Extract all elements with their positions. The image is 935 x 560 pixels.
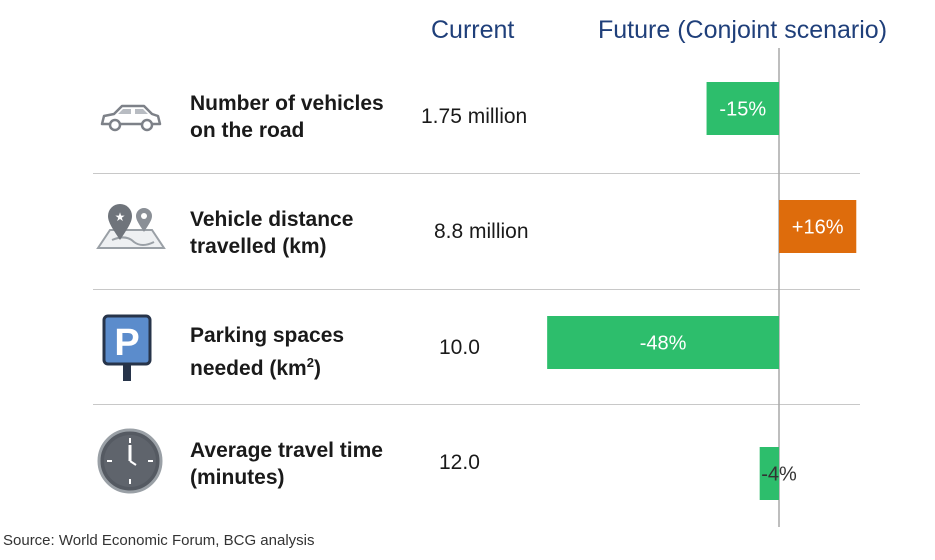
bar-data-label: -15% [719,99,766,121]
row-distance: ★ Vehicle distance travelled (km) 8.8 mi… [0,174,935,289]
bar [759,447,779,500]
label-text: needed (km [190,357,307,380]
parking-sign-icon: P [102,314,152,381]
row-divider [93,289,860,290]
row-travel-time: Average travel time (minutes) 12.0 [0,405,935,520]
bar [706,82,779,135]
row-divider [93,173,860,174]
svg-text:★: ★ [115,210,126,224]
current-value: 12.0 [439,451,480,474]
current-value: 8.8 million [434,220,529,243]
current-value: 1.75 million [421,105,528,128]
label-superscript: 2 [306,355,314,370]
label-text: ) [313,357,321,380]
row-label: Parking spaces needed (km2) [190,322,344,382]
current-value: 10.0 [439,336,480,359]
source-note: Source: World Economic Forum, BCG analys… [3,532,315,549]
label-line: Parking spaces [190,324,345,347]
svg-text:P: P [114,322,139,364]
bar-data-label: -4% [761,464,797,486]
label-line: travelled (km) [190,235,327,258]
label-line: Average travel time [190,439,383,462]
row-label: Average travel time (minutes) [190,437,383,491]
car-icon [100,104,162,132]
row-divider [93,404,860,405]
row-vehicles: Number of vehicles on the road 1.75 mill… [0,58,935,173]
bar [779,200,857,253]
bar [547,316,779,369]
label-line: (minutes) [190,466,285,489]
label-line: on the road [190,119,305,142]
label-line: Vehicle distance [190,208,354,231]
current-column-header: Current [431,16,515,44]
row-label: Vehicle distance travelled (km) [190,206,353,260]
bar-data-label: +16% [792,217,844,239]
map-pins-icon: ★ [96,204,166,249]
label-line: needed (km2) [190,349,344,382]
row-parking: P Parking spaces needed (km2) 10.0 [0,290,935,405]
bar-data-label: -48% [640,333,687,355]
future-column-header: Future (Conjoint scenario) [598,16,888,44]
row-label: Number of vehicles on the road [190,90,384,144]
clock-icon [97,428,163,494]
label-line: Number of vehicles [190,92,384,115]
